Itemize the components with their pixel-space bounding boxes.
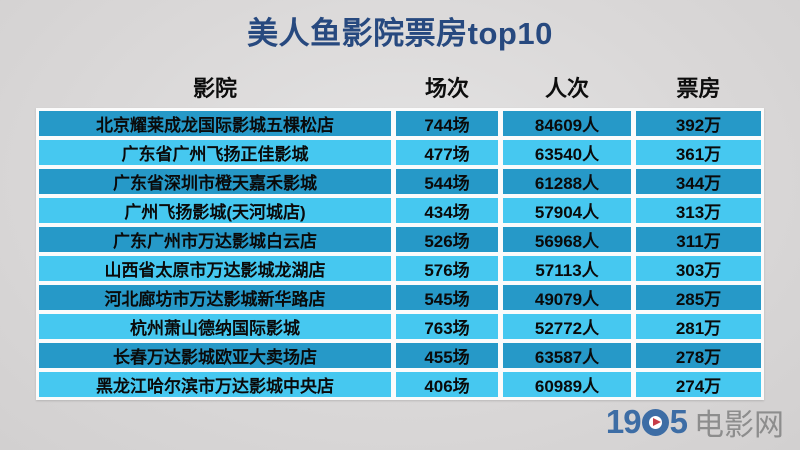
cell-boxoffice: 303万 [636, 256, 761, 281]
cell-cinema: 广东省广州飞扬正佳影城 [39, 140, 391, 165]
cell-cinema: 长春万达影城欧亚大卖场店 [39, 343, 391, 368]
cell-sessions: 526场 [396, 227, 498, 252]
column-header-cinema: 影院 [192, 76, 237, 101]
cell-boxoffice: 361万 [636, 140, 761, 165]
table-header-row: 影院 场次 人次 票房 [39, 70, 761, 104]
table-row: 广东广州市万达影城白云店 526场 56968人 311万 [39, 227, 761, 252]
table-row: 黑龙江哈尔滨市万达影城中央店 406场 60989人 274万 [39, 372, 761, 397]
cell-admissions: 61288人 [503, 169, 631, 194]
cell-admissions: 52772人 [503, 314, 631, 339]
page-title: 美人鱼影院票房top10 [247, 16, 553, 51]
cell-cinema: 杭州萧山德纳国际影城 [39, 314, 391, 339]
table-row: 山西省太原市万达影城龙湖店 576场 57113人 303万 [39, 256, 761, 281]
column-header-admissions: 人次 [544, 76, 589, 101]
cell-admissions: 57113人 [503, 256, 631, 281]
site-logo: 19 5 电影网 [606, 400, 784, 444]
cell-cinema: 北京耀莱成龙国际影城五棵松店 [39, 111, 391, 136]
logo-digits-19: 19 [605, 403, 642, 440]
table-row: 长春万达影城欧亚大卖场店 455场 63587人 278万 [39, 343, 761, 368]
cell-cinema: 广东省深圳市橙天嘉禾影城 [39, 169, 391, 194]
cell-cinema: 河北廊坊市万达影城新华路店 [39, 285, 391, 310]
cell-admissions: 63540人 [503, 140, 631, 165]
cell-sessions: 744场 [396, 111, 498, 136]
table-row: 河北廊坊市万达影城新华路店 545场 49079人 285万 [39, 285, 761, 310]
cell-admissions: 84609人 [503, 111, 631, 136]
cell-boxoffice: 285万 [636, 285, 761, 310]
cell-sessions: 455场 [396, 343, 498, 368]
cell-boxoffice: 344万 [636, 169, 761, 194]
logo-site-name: 电影网 [694, 409, 784, 442]
cell-boxoffice: 313万 [636, 198, 761, 223]
cell-boxoffice: 392万 [636, 111, 761, 136]
table-row: 杭州萧山德纳国际影城 763场 52772人 281万 [39, 314, 761, 339]
table-row: 广州飞扬影城(天河城店) 434场 57904人 313万 [39, 198, 761, 223]
logo-digit-5: 5 [669, 403, 688, 440]
cell-sessions: 434场 [396, 198, 498, 223]
cell-sessions: 544场 [396, 169, 498, 194]
column-header-boxoffice: 票房 [676, 76, 721, 101]
cell-boxoffice: 281万 [636, 314, 761, 339]
cell-sessions: 477场 [396, 140, 498, 165]
cell-admissions: 60989人 [503, 372, 631, 397]
table-body: 北京耀莱成龙国际影城五棵松店 744场 84609人 392万 广东省广州飞扬正… [36, 108, 764, 400]
cell-cinema: 黑龙江哈尔滨市万达影城中央店 [39, 372, 391, 397]
table-row: 广东省广州飞扬正佳影城 477场 63540人 361万 [39, 140, 761, 165]
cell-cinema: 广东广州市万达影城白云店 [39, 227, 391, 252]
play-circle-icon [641, 408, 669, 436]
cell-admissions: 63587人 [503, 343, 631, 368]
cell-boxoffice: 274万 [636, 372, 761, 397]
table-row: 北京耀莱成龙国际影城五棵松店 744场 84609人 392万 [39, 111, 761, 136]
cell-cinema: 山西省太原市万达影城龙湖店 [39, 256, 391, 281]
cell-boxoffice: 278万 [636, 343, 761, 368]
cell-boxoffice: 311万 [636, 227, 761, 252]
column-header-sessions: 场次 [424, 76, 469, 101]
cell-cinema: 广州飞扬影城(天河城店) [39, 198, 391, 223]
table-row: 广东省深圳市橙天嘉禾影城 544场 61288人 344万 [39, 169, 761, 194]
cell-sessions: 406场 [396, 372, 498, 397]
cell-admissions: 57904人 [503, 198, 631, 223]
cell-admissions: 56968人 [503, 227, 631, 252]
cell-sessions: 576场 [396, 256, 498, 281]
cell-admissions: 49079人 [503, 285, 631, 310]
cell-sessions: 763场 [396, 314, 498, 339]
cell-sessions: 545场 [396, 285, 498, 310]
